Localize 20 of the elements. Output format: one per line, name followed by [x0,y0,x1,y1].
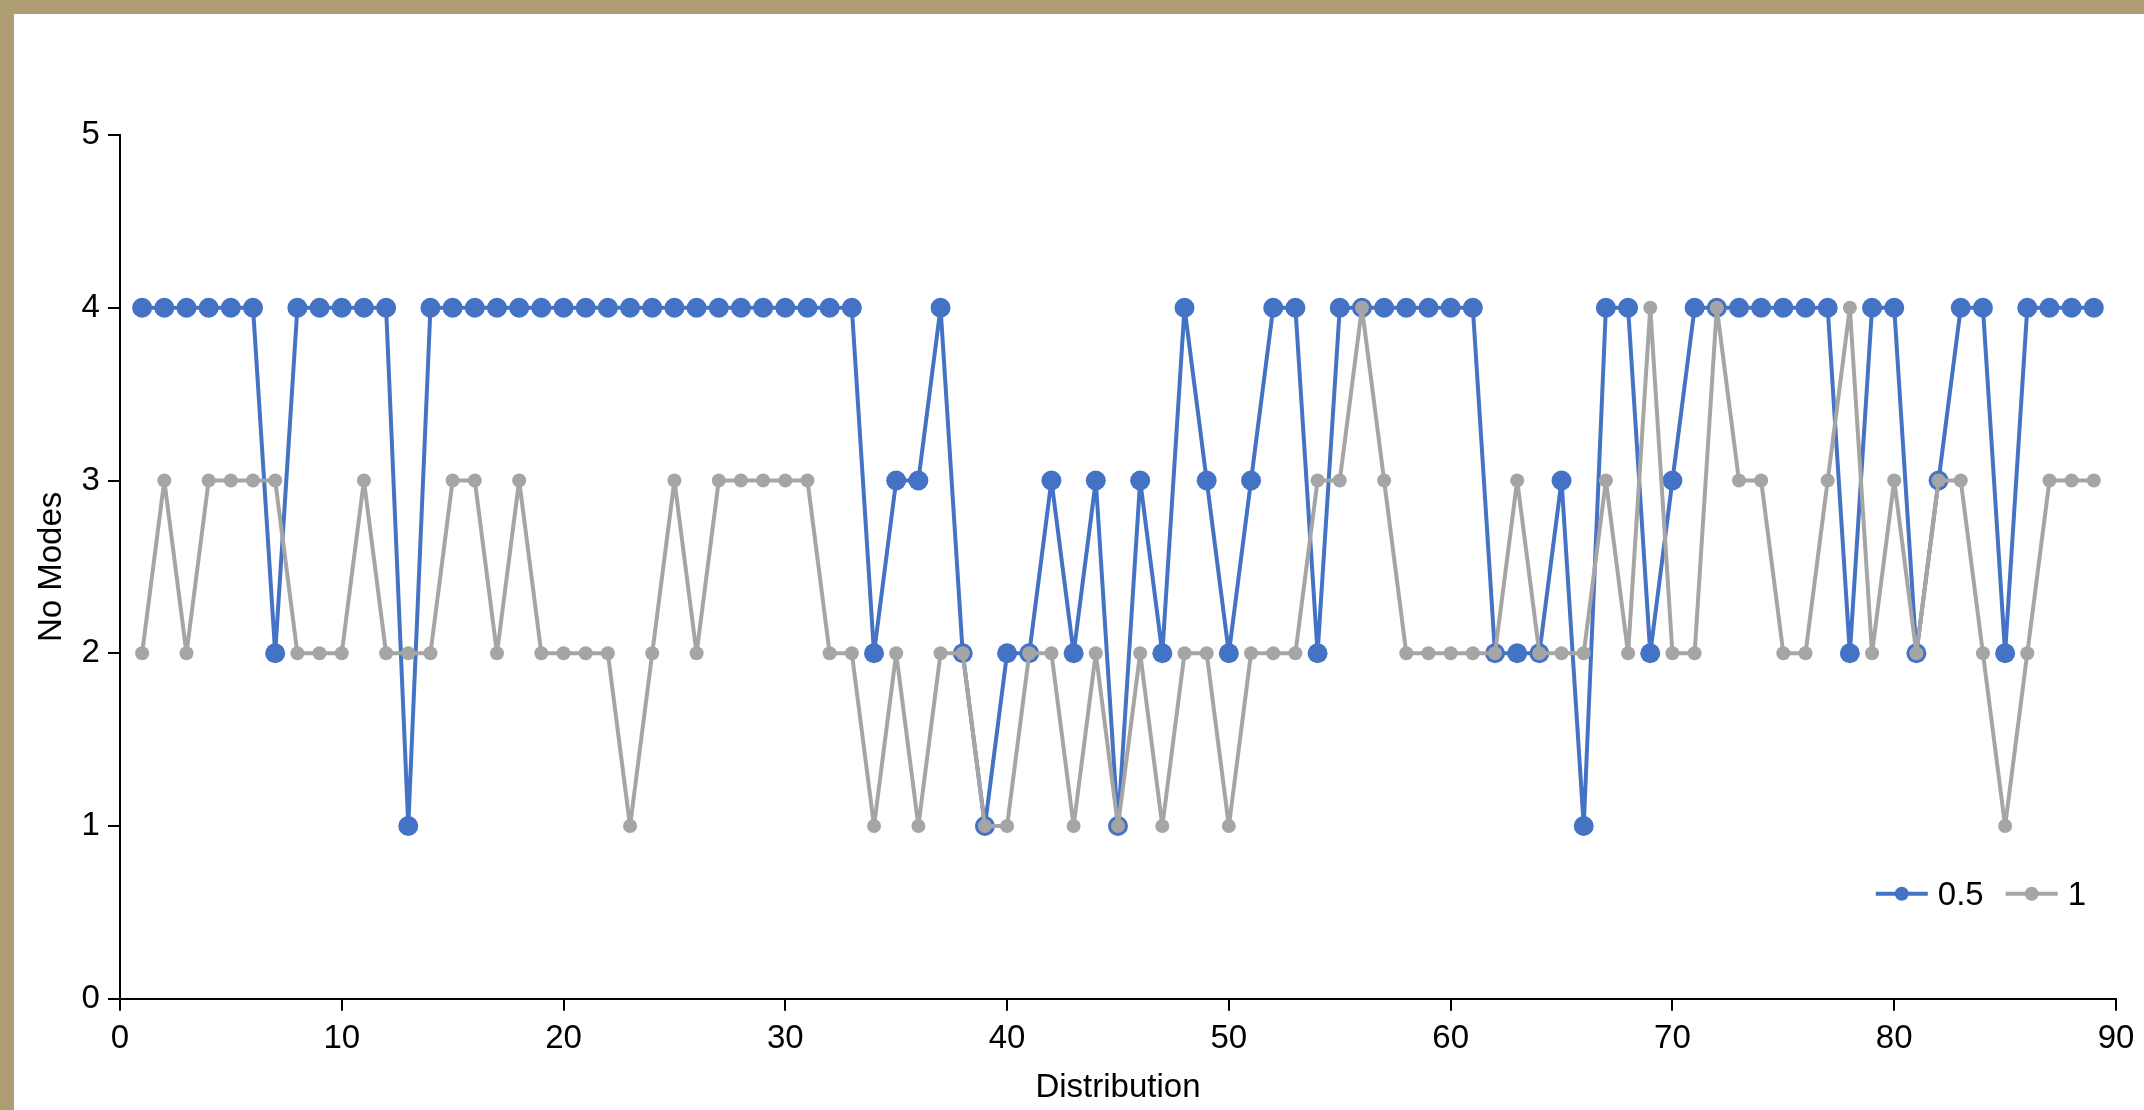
x-tick-label: 0 [110,1017,130,1055]
x-tick-label: 50 [1210,1017,1248,1055]
x-tick-label: 10 [323,1017,361,1055]
y-tick-label: 3 [81,459,100,497]
y-tick-label: 4 [81,286,100,324]
x-tick-label: 90 [2097,1017,2135,1055]
x-tick-label: 30 [766,1017,804,1055]
y-axis-title: No Modes [30,491,68,643]
x-axis-title: Distribution [1035,1067,1201,1105]
x-tick-label: 80 [1875,1017,1913,1055]
legend-label: 0.5 [1937,874,1984,912]
x-tick-label: 40 [988,1017,1026,1055]
legend-label: 1 [2067,874,2087,912]
y-tick-label: 1 [81,805,100,843]
y-tick-label: 2 [81,632,100,670]
x-tick-label: 60 [1432,1017,1470,1055]
x-tick-label: 20 [545,1017,582,1055]
y-tick-label: 0 [81,977,100,1015]
y-tick-label: 5 [81,114,100,152]
x-tick-label: 70 [1654,1017,1691,1055]
